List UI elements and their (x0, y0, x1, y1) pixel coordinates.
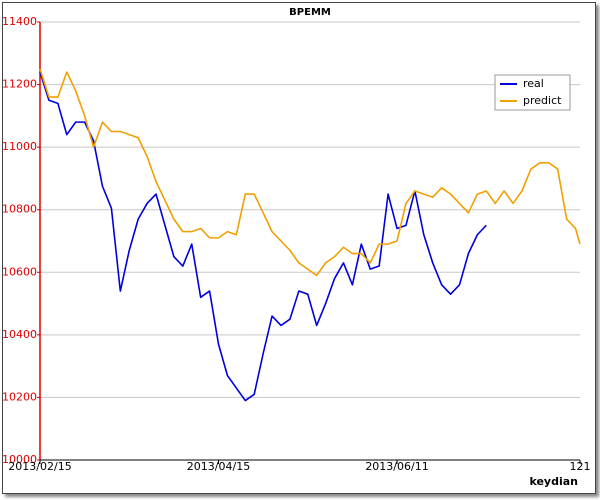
y-tick-label: 11200 (2, 78, 37, 91)
x-axis-label: keydian (529, 475, 578, 488)
y-tick-label: 10800 (2, 203, 37, 216)
y-tick-label: 11400 (2, 15, 37, 28)
y-tick-label: 10200 (2, 390, 37, 403)
x-tick-label: 2013/02/15 (8, 460, 71, 473)
y-tick-label: 10400 (2, 328, 37, 341)
x-tick-label: 121 (570, 460, 591, 473)
legend-label: real (523, 77, 544, 90)
line-series (39, 68, 581, 277)
y-tick-label: 10000 (2, 453, 37, 466)
line-series (39, 71, 487, 402)
y-tick-label: 10600 (2, 265, 37, 278)
legend-label: predict (523, 94, 562, 107)
x-tick-label: 2013/06/11 (365, 460, 428, 473)
chart-title: BPEMM (289, 7, 331, 18)
x-tick-label: 2013/04/15 (187, 460, 250, 473)
legend-box (494, 74, 571, 111)
y-tick-label: 11000 (2, 140, 37, 153)
legend: real predict (494, 74, 571, 111)
